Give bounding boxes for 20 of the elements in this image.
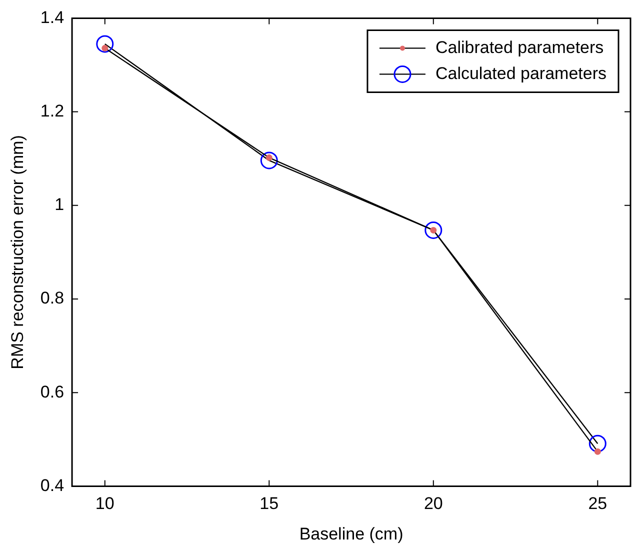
y-tick-label: 1 xyxy=(54,195,64,214)
point xyxy=(96,35,114,53)
point xyxy=(594,448,601,455)
y-tick-label: 0.4 xyxy=(40,476,64,495)
x-tick-label: 10 xyxy=(95,494,114,514)
point xyxy=(588,434,606,452)
x-tick-label: 25 xyxy=(588,494,608,514)
point xyxy=(102,44,108,52)
y-tick-label: 1.4 xyxy=(40,8,64,27)
y-tick-label: 0.6 xyxy=(40,382,64,402)
y-axis-title: RMS reconstruction error (mm) xyxy=(8,135,27,370)
y-tick-label: 1.2 xyxy=(40,101,64,120)
point xyxy=(260,152,278,170)
legend-label: Calculated parameters xyxy=(435,64,606,83)
x-tick-label: 15 xyxy=(260,494,279,514)
y-tick-label: 0.8 xyxy=(40,288,64,308)
legend-label: Calibrated parameters xyxy=(435,38,604,57)
x-tick-label: 20 xyxy=(424,494,443,514)
point xyxy=(424,221,442,239)
x-axis-title: Baseline (cm) xyxy=(299,524,404,544)
